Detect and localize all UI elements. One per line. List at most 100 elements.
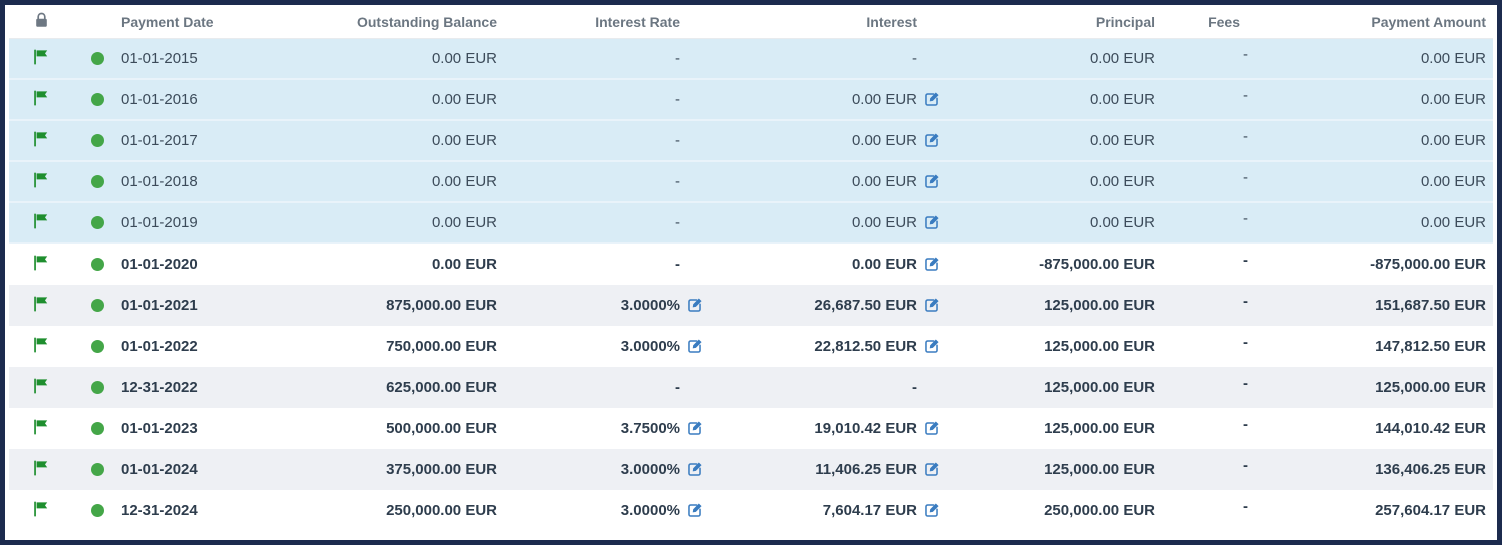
payment-amount-cell: -875,000.00 EUR xyxy=(1370,256,1486,273)
status-dot-icon xyxy=(90,134,104,147)
col-header-payment-date: Payment Date xyxy=(121,13,214,30)
payment-date-cell: 01-01-2015 xyxy=(121,50,198,67)
payment-amount-cell: 0.00 EUR xyxy=(1420,173,1486,190)
interest-rate-cell: - xyxy=(497,162,708,201)
status-cell xyxy=(73,367,121,408)
outstanding-balance-cell: 0.00 EUR xyxy=(431,173,497,190)
interest-rate-cell: - xyxy=(497,367,708,408)
status-cell xyxy=(73,244,121,285)
status-cell xyxy=(73,326,121,367)
table-row: 12-31-2022 625,000.00 EUR - - 125,000.00… xyxy=(9,367,1493,408)
status-dot-icon xyxy=(90,463,104,476)
edit-interest-button[interactable] xyxy=(917,162,945,201)
interest-cell: 22,812.50 EUR xyxy=(708,326,945,367)
principal-cell: 125,000.00 EUR xyxy=(1044,338,1155,355)
interest-cell: 19,010.42 EUR xyxy=(708,408,945,449)
fees-cell: - xyxy=(1243,128,1248,145)
interest-cell: 0.00 EUR xyxy=(708,80,945,119)
edit-interest-rate-button[interactable] xyxy=(680,490,708,531)
edit-icon xyxy=(687,421,702,435)
edit-interest-rate-button xyxy=(680,80,708,119)
payment-amount-cell: 125,000.00 EUR xyxy=(1375,379,1486,396)
fees-cell: - xyxy=(1243,457,1248,474)
table-row: 01-01-2024 375,000.00 EUR 3.0000% 11,406… xyxy=(9,449,1493,490)
edit-interest-button[interactable] xyxy=(917,121,945,160)
edit-icon xyxy=(924,462,939,476)
col-header-fees: Fees xyxy=(1208,13,1240,30)
payment-amount-cell: 0.00 EUR xyxy=(1420,50,1486,67)
edit-interest-rate-button xyxy=(680,203,708,242)
edit-interest-button[interactable] xyxy=(917,203,945,242)
payment-date-cell: 01-01-2021 xyxy=(121,297,198,314)
edit-icon xyxy=(924,257,939,271)
interest-rate-cell: - xyxy=(497,203,708,242)
edit-interest-button[interactable] xyxy=(917,408,945,449)
edit-icon xyxy=(924,133,939,147)
flag-icon xyxy=(33,337,49,357)
payment-date-cell: 01-01-2024 xyxy=(121,461,198,478)
principal-cell: 0.00 EUR xyxy=(1089,50,1155,67)
edit-interest-button[interactable] xyxy=(917,244,945,285)
edit-interest-button[interactable] xyxy=(917,326,945,367)
table-row: 12-31-2024 250,000.00 EUR 3.0000% 7,604.… xyxy=(9,490,1493,531)
edit-interest-rate-button[interactable] xyxy=(680,408,708,449)
interest-cell: - xyxy=(708,367,945,408)
status-cell xyxy=(73,285,121,326)
header-interest-icon-spacer xyxy=(917,5,945,38)
fees-cell: - xyxy=(1243,375,1248,392)
edit-icon xyxy=(687,462,702,476)
interest-cell: 0.00 EUR xyxy=(708,162,945,201)
edit-interest-rate-button xyxy=(680,244,708,285)
status-dot-icon xyxy=(90,258,104,271)
edit-interest-button[interactable] xyxy=(917,285,945,326)
interest-cell: 0.00 EUR xyxy=(708,121,945,160)
flag-cell xyxy=(9,449,73,490)
payment-date-cell: 01-01-2017 xyxy=(121,132,198,149)
edit-interest-button[interactable] xyxy=(917,449,945,490)
status-dot-icon xyxy=(90,93,104,106)
col-header-principal: Principal xyxy=(1095,13,1155,30)
status-cell xyxy=(73,162,121,201)
table-body: 01-01-2015 0.00 EUR - - 0.00 EUR - 0.00 … xyxy=(9,39,1493,531)
col-header-payment-amount: Payment Amount xyxy=(1371,13,1486,30)
edit-interest-button[interactable] xyxy=(917,80,945,119)
outstanding-balance-cell: 500,000.00 EUR xyxy=(386,420,497,437)
edit-interest-button[interactable] xyxy=(917,490,945,531)
col-header-lock xyxy=(9,5,73,38)
fees-cell: - xyxy=(1243,416,1248,433)
interest-rate-cell: - xyxy=(497,39,708,78)
edit-interest-rate-button[interactable] xyxy=(680,449,708,490)
edit-interest-rate-button[interactable] xyxy=(680,326,708,367)
payment-date-cell: 01-01-2022 xyxy=(121,338,198,355)
principal-cell: 125,000.00 EUR xyxy=(1044,379,1155,396)
flag-cell xyxy=(9,326,73,367)
interest-cell: 26,687.50 EUR xyxy=(708,285,945,326)
interest-rate-cell: - xyxy=(497,244,708,285)
payment-amount-cell: 257,604.17 EUR xyxy=(1375,502,1486,519)
outstanding-balance-cell: 875,000.00 EUR xyxy=(386,297,497,314)
principal-cell: 0.00 EUR xyxy=(1089,91,1155,108)
flag-icon xyxy=(33,172,49,192)
table-row: 01-01-2015 0.00 EUR - - 0.00 EUR - 0.00 … xyxy=(9,39,1493,80)
principal-cell: 125,000.00 EUR xyxy=(1044,420,1155,437)
col-header-status xyxy=(73,5,121,38)
fees-cell: - xyxy=(1243,169,1248,186)
payment-date-cell: 01-01-2023 xyxy=(121,420,198,437)
edit-icon xyxy=(924,421,939,435)
fees-cell: - xyxy=(1243,87,1248,104)
fees-cell: - xyxy=(1243,252,1248,269)
flag-icon xyxy=(33,49,49,69)
flag-icon xyxy=(33,90,49,110)
edit-interest-rate-button[interactable] xyxy=(680,285,708,326)
flag-cell xyxy=(9,80,73,119)
status-dot-icon xyxy=(90,175,104,188)
outstanding-balance-cell: 375,000.00 EUR xyxy=(386,461,497,478)
edit-icon xyxy=(924,503,939,517)
outstanding-balance-cell: 625,000.00 EUR xyxy=(386,379,497,396)
status-cell xyxy=(73,449,121,490)
interest-cell: 0.00 EUR xyxy=(708,244,945,285)
flag-cell xyxy=(9,408,73,449)
edit-icon xyxy=(924,92,939,106)
principal-cell: 125,000.00 EUR xyxy=(1044,297,1155,314)
